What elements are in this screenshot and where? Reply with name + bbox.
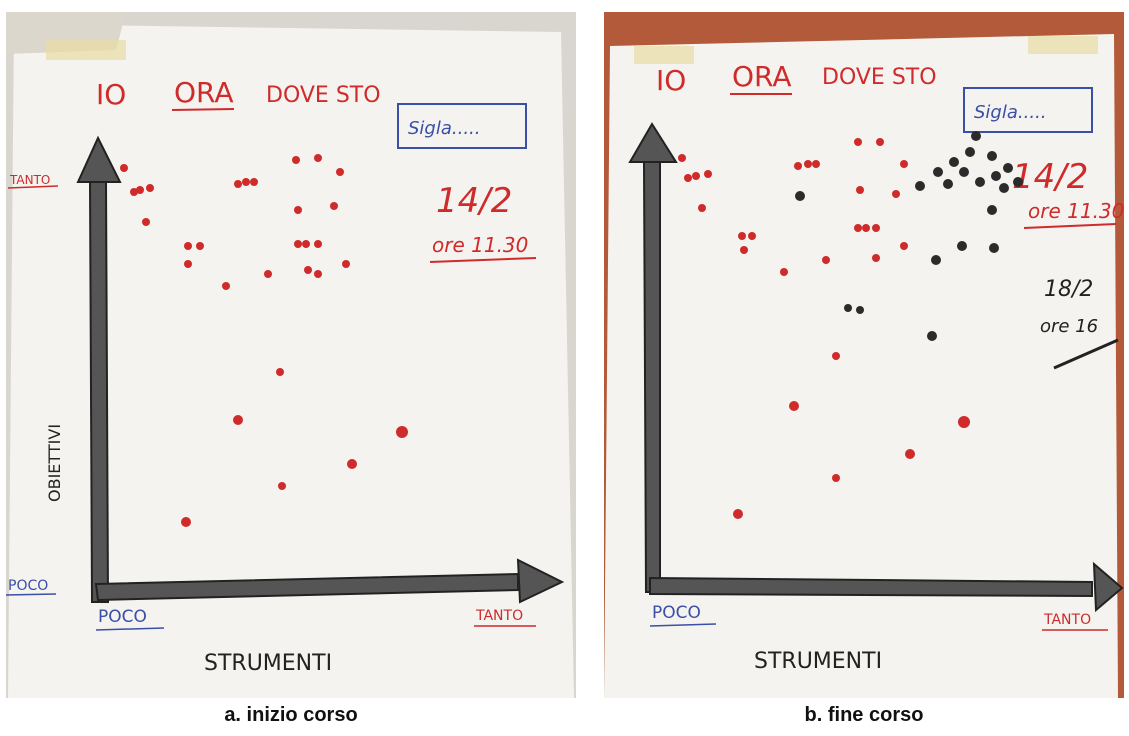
tape <box>1028 36 1098 54</box>
time-1: ore 11.30 <box>432 233 528 257</box>
date-2: 18/2 <box>1044 277 1093 302</box>
title-rest: DOVE STO <box>822 65 937 90</box>
paper-sheet <box>604 34 1118 698</box>
red-dots-start <box>678 138 970 519</box>
y-high-label: TANTO <box>9 173 50 187</box>
title-ora: ORA <box>732 60 792 93</box>
tape <box>634 46 694 64</box>
time-1-underline <box>1023 223 1117 229</box>
flipchart-photo-start: IO ORA DOVE STO Sigla..... 14/2 ore 11.3… <box>6 12 576 698</box>
y-axis-arrow <box>642 161 661 593</box>
time-2-underline <box>1053 338 1119 370</box>
y-high-underline <box>7 185 59 189</box>
signature-text: Sigla..... <box>974 102 1047 123</box>
title-ora-underline <box>171 108 235 111</box>
x-low-underline <box>95 627 165 631</box>
y-axis-title: OBIETTIVI <box>45 424 64 502</box>
flipchart-photo-end: IO ORA DOVE STO Sigla..... 14/2 ore 11.3… <box>604 12 1124 698</box>
y-low-label: POCO <box>8 578 48 594</box>
tape <box>46 40 126 60</box>
signature-box <box>963 87 1093 133</box>
y-axis-arrowhead <box>628 122 678 163</box>
date-1: 14/2 <box>436 181 512 221</box>
x-high-label: TANTO <box>1043 612 1091 628</box>
x-axis-arrowhead <box>1092 561 1124 613</box>
red-dots-start <box>120 154 408 527</box>
x-high-label: TANTO <box>475 608 523 624</box>
title-ora: ORA <box>174 76 234 109</box>
x-axis-title: STRUMENTI <box>754 649 882 674</box>
time-1-underline <box>429 257 537 263</box>
signature-box <box>397 103 527 149</box>
date-1: 14/2 <box>1012 157 1088 197</box>
title-rest: DOVE STO <box>266 83 381 108</box>
photo-panel-start: IO ORA DOVE STO Sigla..... 14/2 ore 11.3… <box>6 12 576 698</box>
time-1: ore 11.30 <box>1028 199 1124 223</box>
x-axis-arrow <box>649 576 1093 598</box>
x-low-underline <box>649 623 717 627</box>
x-axis-title: STRUMENTI <box>204 651 332 676</box>
title-io: IO <box>96 78 126 111</box>
x-axis-arrowhead <box>516 558 565 604</box>
x-low-label: POCO <box>98 607 147 627</box>
title-io: IO <box>656 64 686 97</box>
y-axis-arrow <box>88 181 110 603</box>
y-low-underline <box>6 593 57 596</box>
y-axis-arrowhead <box>76 135 122 183</box>
paper-sheet <box>8 24 574 698</box>
signature-text: Sigla..... <box>408 118 481 139</box>
caption-start: a. inizio corso <box>224 704 358 726</box>
x-axis-arrow <box>94 572 519 602</box>
black-dots-end <box>795 131 1023 341</box>
time-2: ore 16 <box>1040 316 1098 337</box>
x-low-label: POCO <box>652 603 701 623</box>
caption-end: b. fine corso <box>804 704 924 726</box>
photo-panel-end: IO ORA DOVE STO Sigla..... 14/2 ore 11.3… <box>604 12 1124 698</box>
